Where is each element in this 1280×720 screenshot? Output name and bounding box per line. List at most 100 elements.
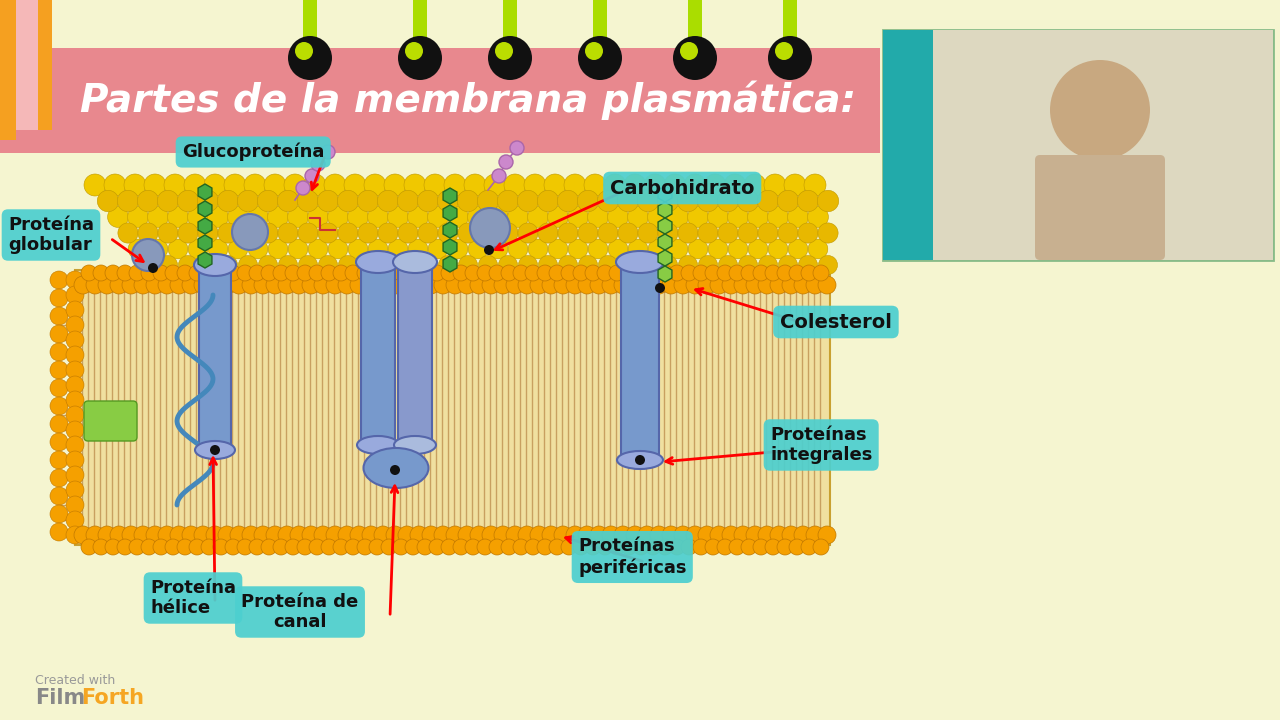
Circle shape [488,207,508,228]
Circle shape [67,511,84,529]
Circle shape [259,256,278,274]
Circle shape [818,526,836,544]
Circle shape [184,174,206,196]
Circle shape [67,346,84,364]
Text: Proteínas
periféricas: Proteínas periféricas [579,537,686,577]
Circle shape [209,239,228,258]
Circle shape [687,207,708,228]
Circle shape [178,256,197,274]
Circle shape [74,526,92,544]
Circle shape [198,256,218,274]
Circle shape [273,539,289,555]
Ellipse shape [617,451,663,469]
Circle shape [567,207,589,228]
Circle shape [346,265,361,281]
Circle shape [585,265,602,281]
Circle shape [147,207,169,228]
Text: Proteínas
integrales: Proteínas integrales [771,426,873,464]
Circle shape [453,265,468,281]
Circle shape [727,207,749,228]
Circle shape [608,207,628,228]
Circle shape [266,526,284,544]
Circle shape [357,539,372,555]
Circle shape [288,207,308,228]
Circle shape [801,539,817,555]
Circle shape [134,276,152,294]
Circle shape [733,526,753,544]
Circle shape [378,190,398,212]
Circle shape [548,207,568,228]
Circle shape [746,526,764,544]
Circle shape [177,539,193,555]
Circle shape [182,276,200,294]
Circle shape [655,283,666,293]
Bar [15,0,38,130]
Circle shape [705,265,721,281]
Circle shape [588,207,608,228]
Bar [933,30,1274,260]
Circle shape [626,276,644,294]
Circle shape [146,276,164,294]
Circle shape [717,539,733,555]
Circle shape [527,207,548,228]
Circle shape [768,239,787,258]
Ellipse shape [364,448,429,488]
Circle shape [788,539,805,555]
Circle shape [137,190,159,212]
Circle shape [637,223,658,243]
Circle shape [558,256,577,274]
Circle shape [484,174,506,196]
Text: Film: Film [35,688,86,708]
Circle shape [105,539,122,555]
Circle shape [67,436,84,454]
Circle shape [689,239,708,258]
Circle shape [122,526,140,544]
Circle shape [99,526,116,544]
Circle shape [445,526,465,544]
Circle shape [50,397,68,415]
Circle shape [681,265,698,281]
Polygon shape [198,235,212,251]
Circle shape [470,526,488,544]
Circle shape [669,539,685,555]
Circle shape [116,539,133,555]
Circle shape [348,239,367,258]
Circle shape [484,245,494,255]
Circle shape [741,539,756,555]
Circle shape [617,190,639,212]
Circle shape [296,181,310,195]
Circle shape [598,223,618,243]
Circle shape [367,207,388,228]
Circle shape [50,415,68,433]
Circle shape [808,239,828,258]
Circle shape [362,526,380,544]
Circle shape [374,276,392,294]
Circle shape [230,276,248,294]
Circle shape [50,271,68,289]
Circle shape [134,526,152,544]
Circle shape [321,539,337,555]
Circle shape [541,276,561,294]
Circle shape [50,487,68,505]
Circle shape [298,256,317,274]
Circle shape [429,265,445,281]
Ellipse shape [356,251,399,273]
Circle shape [777,190,799,212]
Circle shape [573,265,589,281]
Polygon shape [198,201,212,217]
Circle shape [634,265,649,281]
Circle shape [539,256,558,274]
Circle shape [297,265,314,281]
Circle shape [499,155,513,169]
Circle shape [678,223,698,243]
Circle shape [50,433,68,451]
Circle shape [806,276,824,294]
Circle shape [692,265,709,281]
Circle shape [680,42,698,60]
Circle shape [81,265,97,281]
Circle shape [764,174,786,196]
Circle shape [579,526,596,544]
Circle shape [579,256,598,274]
Circle shape [686,526,704,544]
Circle shape [67,316,84,334]
